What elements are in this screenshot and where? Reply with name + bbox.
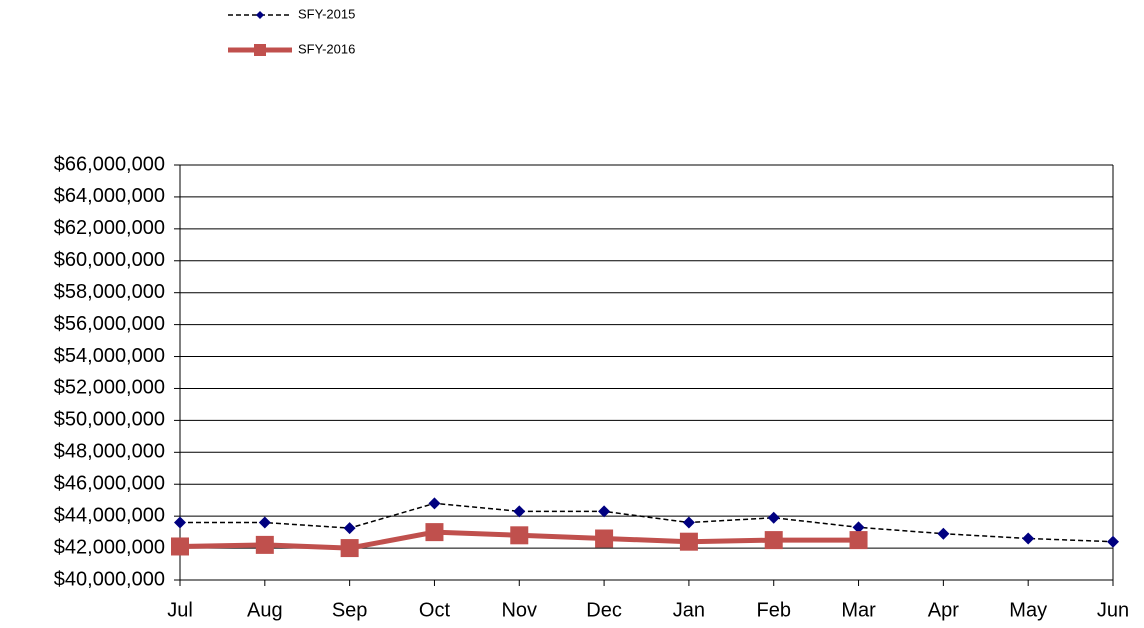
marker xyxy=(767,511,780,524)
y-tick-label: $52,000,000 xyxy=(54,377,165,399)
marker xyxy=(679,532,698,551)
marker xyxy=(510,526,529,545)
y-tick-label: $58,000,000 xyxy=(54,281,165,303)
marker xyxy=(171,537,189,556)
y-tick-label: $60,000,000 xyxy=(54,249,165,271)
series xyxy=(171,523,868,558)
y-tick-label: $56,000,000 xyxy=(54,313,165,335)
x-tick-label: Dec xyxy=(586,599,622,621)
x-tick-label: Jan xyxy=(673,599,705,621)
marker xyxy=(343,522,356,535)
marker xyxy=(852,521,865,534)
marker xyxy=(513,505,526,518)
x-tick-label: May xyxy=(1009,599,1047,621)
y-tick-label: $64,000,000 xyxy=(54,185,165,207)
y-tick-label: $42,000,000 xyxy=(54,536,165,558)
legend-marker xyxy=(256,11,264,19)
series-line xyxy=(180,502,1114,543)
marker xyxy=(598,505,611,518)
marker xyxy=(428,497,441,510)
x-tick-label: Apr xyxy=(928,599,959,621)
x-tick-label: Jul xyxy=(167,599,193,621)
legend-label: SFY-2016 xyxy=(298,41,355,56)
x-tick-label: Feb xyxy=(756,599,790,621)
marker xyxy=(425,523,444,542)
marker xyxy=(1022,532,1035,545)
x-tick-label: Jun xyxy=(1097,599,1129,621)
marker xyxy=(258,516,271,529)
x-tick-label: Oct xyxy=(419,599,451,621)
y-tick-label: $40,000,000 xyxy=(54,568,165,590)
marker xyxy=(849,531,868,550)
legend-label: SFY-2015 xyxy=(298,6,355,21)
marker xyxy=(595,529,614,548)
marker xyxy=(174,516,186,529)
y-tick-label: $44,000,000 xyxy=(54,504,165,526)
marker xyxy=(937,527,950,540)
marker xyxy=(255,535,274,554)
y-tick-label: $66,000,000 xyxy=(54,153,165,175)
x-tick-label: Sep xyxy=(332,599,368,621)
marker xyxy=(764,531,783,550)
y-tick-label: $54,000,000 xyxy=(54,345,165,367)
x-tick-label: Aug xyxy=(247,599,283,621)
marker xyxy=(1107,535,1119,548)
legend-marker xyxy=(254,44,266,56)
marker xyxy=(340,539,359,558)
y-tick-label: $50,000,000 xyxy=(54,409,165,431)
x-tick-label: Mar xyxy=(841,599,876,621)
x-tick-label: Nov xyxy=(501,599,537,621)
marker xyxy=(682,516,695,529)
y-tick-label: $48,000,000 xyxy=(54,441,165,463)
series xyxy=(174,497,1119,548)
y-tick-label: $62,000,000 xyxy=(54,217,165,239)
y-tick-label: $46,000,000 xyxy=(54,473,165,495)
